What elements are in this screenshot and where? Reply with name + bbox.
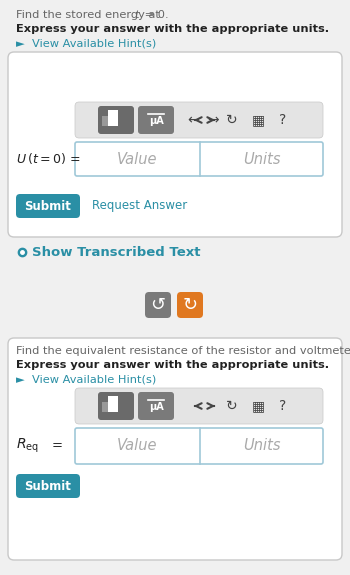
Bar (108, 110, 118, 120)
Text: t: t (134, 10, 139, 20)
Text: Find the equivalent resistance of the resistor and voltmeter.: Find the equivalent resistance of the re… (16, 346, 350, 356)
FancyBboxPatch shape (8, 52, 342, 237)
Text: ?: ? (279, 113, 287, 127)
Text: $R_{\rm eq}$: $R_{\rm eq}$ (16, 437, 39, 455)
Bar (108, 396, 118, 406)
FancyBboxPatch shape (75, 388, 323, 424)
Bar (102, 402, 112, 412)
Text: μA: μA (149, 402, 163, 412)
Text: Show Transcribed Text: Show Transcribed Text (32, 246, 201, 259)
Text: Units: Units (243, 439, 280, 454)
FancyBboxPatch shape (16, 194, 80, 218)
Text: →: → (207, 113, 219, 127)
Text: ▦: ▦ (251, 113, 265, 127)
Text: Value: Value (117, 439, 158, 454)
FancyBboxPatch shape (138, 392, 174, 420)
Text: =: = (52, 439, 63, 453)
FancyBboxPatch shape (177, 292, 203, 318)
FancyBboxPatch shape (145, 292, 171, 318)
Text: Express your answer with the appropriate units.: Express your answer with the appropriate… (16, 360, 329, 370)
Text: ↻: ↻ (226, 113, 238, 127)
Text: μA: μA (149, 116, 163, 126)
Text: ←: ← (187, 113, 199, 127)
FancyBboxPatch shape (75, 142, 323, 176)
Text: ►  View Available Hint(s): ► View Available Hint(s) (16, 38, 156, 48)
Text: Submit: Submit (25, 480, 71, 493)
Text: = 0.: = 0. (141, 10, 169, 20)
FancyBboxPatch shape (98, 106, 134, 134)
FancyBboxPatch shape (138, 106, 174, 134)
Text: Value: Value (117, 151, 158, 167)
FancyBboxPatch shape (75, 102, 323, 138)
Text: Find the stored energy at: Find the stored energy at (16, 10, 163, 20)
Text: $U\,(t=0)\,=$: $U\,(t=0)\,=$ (16, 151, 81, 167)
Text: ↺: ↺ (150, 296, 166, 314)
Text: Express your answer with the appropriate units.: Express your answer with the appropriate… (16, 24, 329, 34)
Text: ►  View Available Hint(s): ► View Available Hint(s) (16, 375, 156, 385)
FancyBboxPatch shape (75, 428, 323, 464)
FancyBboxPatch shape (16, 474, 80, 498)
Bar (108, 402, 118, 412)
Text: Request Answer: Request Answer (92, 200, 187, 213)
Bar (108, 116, 118, 126)
Text: ↻: ↻ (182, 296, 197, 314)
Text: Submit: Submit (25, 200, 71, 213)
Text: ↻: ↻ (226, 399, 238, 413)
Text: ▦: ▦ (251, 399, 265, 413)
Text: ?: ? (279, 399, 287, 413)
Text: Units: Units (243, 151, 280, 167)
FancyBboxPatch shape (8, 338, 342, 560)
Bar (102, 116, 112, 126)
FancyBboxPatch shape (98, 392, 134, 420)
